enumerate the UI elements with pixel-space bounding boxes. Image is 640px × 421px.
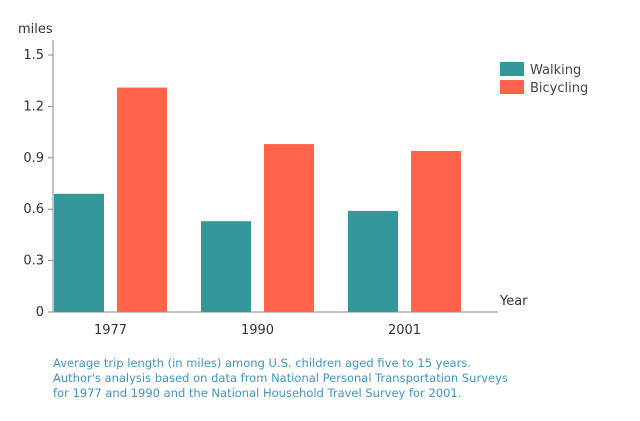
y-tick-label: 1.2: [23, 99, 44, 114]
y-tick-label: 0.9: [23, 151, 44, 166]
bar-bicycling-1977: [117, 87, 167, 312]
y-axis: 0 0.3 0.6 0.9 1.2 1.5: [23, 40, 54, 320]
bar-walking-1990: [201, 221, 251, 312]
x-axis-title: Year: [499, 294, 528, 309]
y-tick-label: 1.5: [23, 48, 44, 63]
y-axis-unit-label: miles: [18, 22, 53, 37]
x-tick-label: 1990: [241, 323, 274, 338]
bar-bicycling-2001: [411, 150, 461, 312]
caption-line: for 1977 and 1990 and the National House…: [53, 386, 462, 400]
legend-label-bicycling: Bicycling: [530, 81, 588, 96]
bar-walking-1977: [54, 193, 104, 312]
chart-caption: Average trip length (in miles) among U.S…: [53, 356, 613, 401]
legend-swatch-bicycling: [500, 80, 524, 94]
caption-line: Author's analysis based on data from Nat…: [53, 371, 508, 385]
legend-label-walking: Walking: [530, 63, 581, 78]
legend-swatch-walking: [500, 62, 524, 76]
bar-walking-2001: [348, 210, 398, 312]
bars: [54, 87, 461, 312]
legend: Walking Bicycling: [500, 62, 588, 96]
x-axis: 1977 1990 2001: [53, 311, 498, 338]
x-tick-label: 1977: [94, 323, 127, 338]
bar-bicycling-1990: [264, 144, 314, 312]
y-tick-label: 0.3: [23, 254, 44, 269]
y-tick-label: 0: [36, 305, 44, 320]
y-tick-label: 0.6: [23, 202, 44, 217]
x-tick-label: 2001: [388, 323, 421, 338]
caption-line: Average trip length (in miles) among U.S…: [53, 356, 471, 370]
